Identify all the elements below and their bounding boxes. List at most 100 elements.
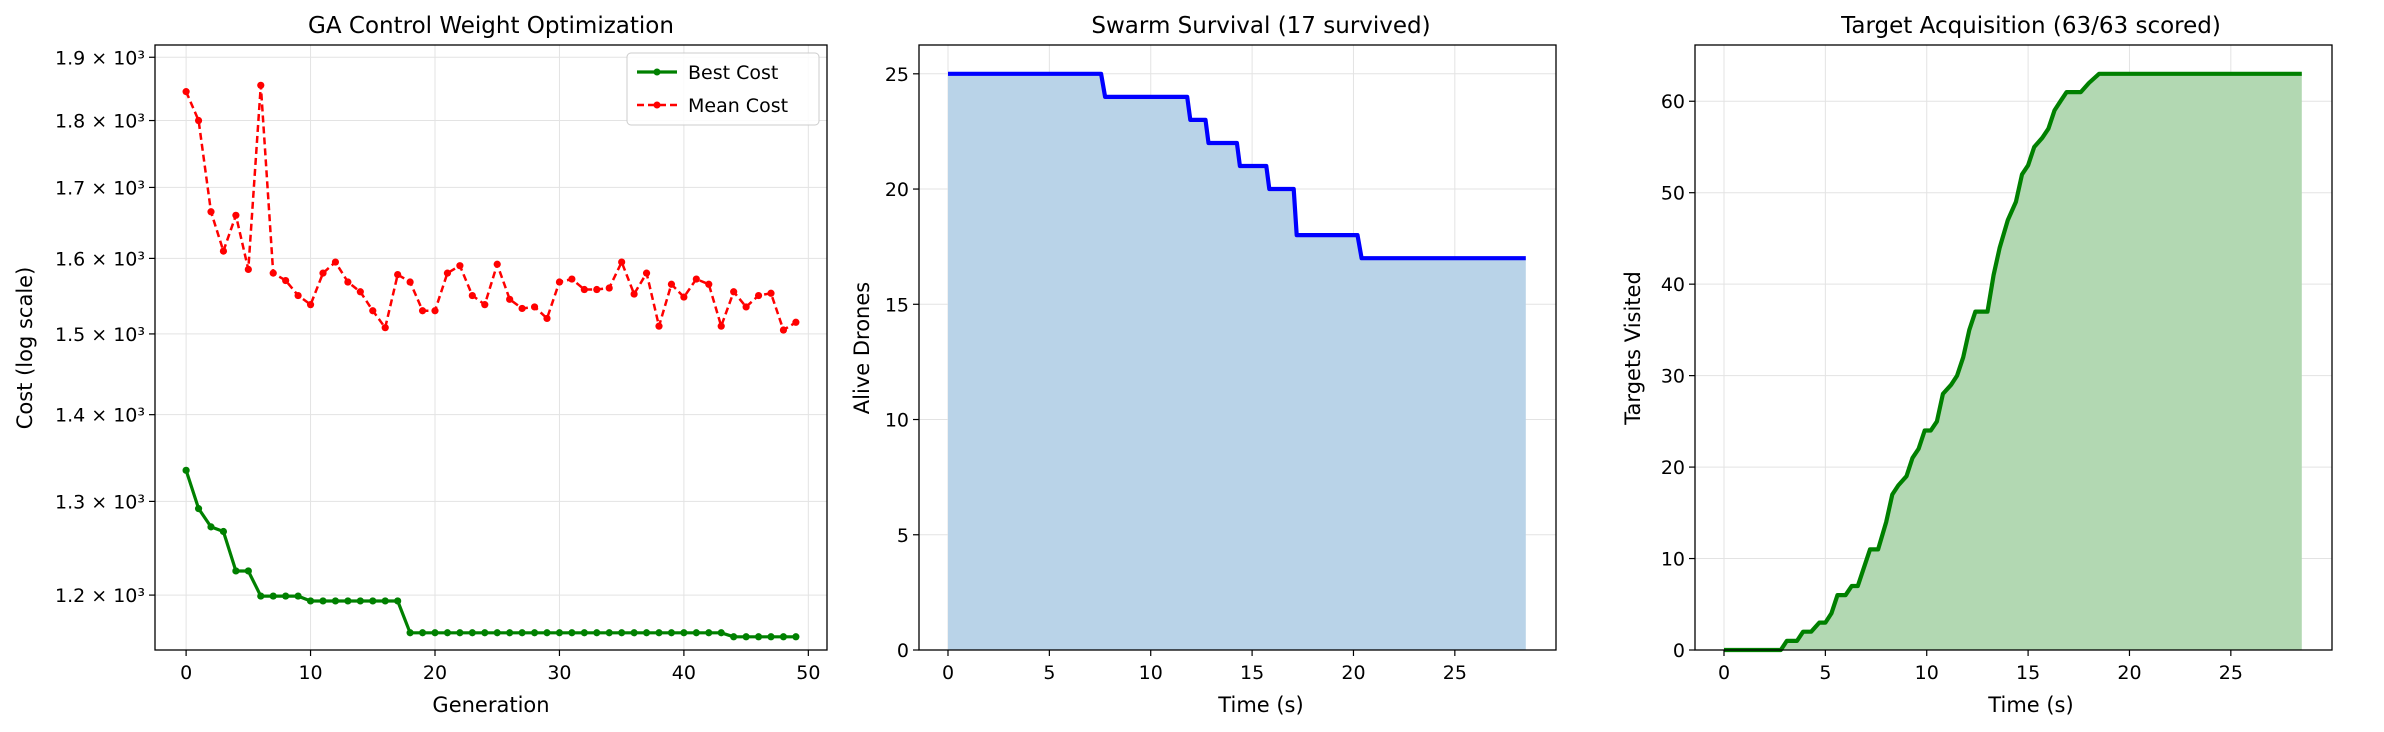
legend: Best Cost Mean Cost — [626, 52, 820, 126]
x-tick-label: 30 — [547, 662, 571, 684]
data-point-best-cost — [456, 629, 464, 637]
data-point-mean-cost — [618, 258, 626, 266]
y-tick-label: 0 — [1673, 640, 1685, 662]
data-point-mean-cost — [282, 276, 290, 285]
y-tick-label: 1.4 × 10³ — [55, 405, 145, 427]
x-tick-label: 20 — [1341, 662, 1365, 684]
y-tick-label: 30 — [1661, 366, 1685, 388]
data-point-mean-cost — [443, 269, 452, 277]
data-point-best-cost — [580, 629, 588, 637]
data-point-best-cost — [767, 633, 775, 641]
data-point-best-cost — [294, 592, 302, 600]
data-point-best-cost — [680, 629, 688, 637]
x-tick-label: 10 — [1139, 662, 1163, 684]
legend-label-best-cost: Best Cost — [688, 62, 778, 84]
data-point-mean-cost — [568, 275, 576, 283]
data-point-mean-cost — [680, 293, 688, 301]
data-point-mean-cost — [754, 291, 763, 300]
x-tick-label: 5 — [1819, 662, 1831, 684]
data-point-best-cost — [642, 629, 651, 637]
data-point-best-cost — [481, 629, 489, 637]
data-point-best-cost — [331, 597, 340, 605]
x-tick-label: 15 — [1240, 662, 1264, 684]
x-axis-label: Generation — [432, 693, 549, 717]
data-point-best-cost — [406, 629, 414, 637]
x-tick-label: 0 — [180, 662, 192, 684]
data-point-mean-cost — [369, 307, 377, 315]
data-point-mean-cost — [456, 262, 464, 270]
data-point-best-cost — [605, 629, 613, 637]
data-point-mean-cost — [468, 291, 476, 300]
data-point-best-cost — [431, 629, 439, 637]
data-point-mean-cost — [319, 269, 327, 277]
y-tick-label: 10 — [885, 410, 909, 432]
x-tick-label: 20 — [2117, 662, 2141, 684]
data-point-mean-cost — [580, 285, 588, 294]
legend-marker-mean-cost — [653, 101, 661, 109]
data-point-mean-cost — [306, 301, 315, 309]
data-point-best-cost — [207, 523, 215, 531]
data-point-best-cost — [742, 633, 750, 641]
y-axis-label: Cost (log scale) — [13, 267, 37, 430]
data-point-mean-cost — [182, 88, 190, 96]
data-point-mean-cost — [207, 208, 215, 216]
y-tick-label: 15 — [885, 294, 909, 316]
data-point-mean-cost — [381, 324, 389, 332]
data-point-mean-cost — [530, 303, 539, 311]
x-tick-label: 0 — [1718, 662, 1730, 684]
data-point-best-cost — [630, 629, 638, 637]
data-point-best-cost — [282, 592, 290, 600]
x-tick-label: 25 — [1443, 662, 1467, 684]
panel-target-acquisition: 0 5 10 15 20 25 0 10 20 30 40 50 60 Target Acquisiti… — [1621, 13, 2333, 717]
data-point-best-cost — [232, 567, 240, 575]
legend-marker-best-cost — [653, 68, 661, 76]
panel-ga-optimization: 0 10 20 30 40 50 1.2 × 10³ 1.3 × 10³ 1.4 × 10³ 1.… — [13, 13, 828, 717]
y-axis-label: Targets Visited — [1621, 271, 1645, 426]
plot-frame — [154, 44, 828, 651]
data-point-mean-cost — [506, 295, 514, 303]
data-point-mean-cost — [257, 81, 265, 89]
data-point-mean-cost — [269, 269, 277, 277]
data-point-mean-cost — [667, 280, 676, 288]
data-point-best-cost — [257, 592, 265, 600]
y-tick-label: 1.3 × 10³ — [55, 491, 145, 513]
data-point-best-cost — [381, 597, 389, 605]
data-point-mean-cost — [356, 288, 364, 296]
data-point-best-cost — [618, 629, 626, 637]
data-point-mean-cost — [717, 322, 725, 330]
data-point-mean-cost — [555, 278, 564, 286]
data-point-mean-cost — [705, 280, 713, 288]
data-point-best-cost — [418, 629, 427, 637]
x-tick-label: 50 — [796, 662, 820, 684]
data-point-mean-cost — [730, 288, 738, 296]
data-point-best-cost — [506, 629, 514, 637]
series-line — [948, 71, 1526, 261]
chart-title: Swarm Survival (17 survived) — [1091, 13, 1430, 39]
data-point-best-cost — [530, 629, 539, 637]
data-point-mean-cost — [406, 278, 414, 286]
data-point-mean-cost — [518, 304, 526, 313]
data-point-best-cost — [717, 629, 725, 637]
data-point-best-cost — [369, 597, 377, 605]
y-tick-label: 25 — [885, 64, 909, 86]
data-point-best-cost — [306, 597, 315, 605]
data-point-mean-cost — [219, 247, 228, 255]
y-axis-label: Alive Drones — [850, 282, 874, 414]
data-point-mean-cost — [232, 211, 240, 219]
data-point-mean-cost — [767, 289, 775, 297]
y-tick-label: 1.7 × 10³ — [55, 177, 145, 199]
data-point-best-cost — [356, 597, 364, 605]
data-point-mean-cost — [481, 301, 489, 309]
y-tick-label: 20 — [885, 179, 909, 201]
data-point-best-cost — [692, 629, 700, 637]
x-axis-label: Time (s) — [1217, 693, 1303, 717]
data-point-best-cost — [705, 629, 713, 637]
data-point-best-cost — [269, 592, 277, 600]
data-point-mean-cost — [493, 260, 501, 268]
data-point-best-cost — [443, 629, 452, 637]
data-point-mean-cost — [543, 314, 551, 323]
data-point-mean-cost — [344, 278, 352, 286]
x-tick-label: 5 — [1043, 662, 1055, 684]
y-tick-label: 40 — [1661, 274, 1685, 296]
